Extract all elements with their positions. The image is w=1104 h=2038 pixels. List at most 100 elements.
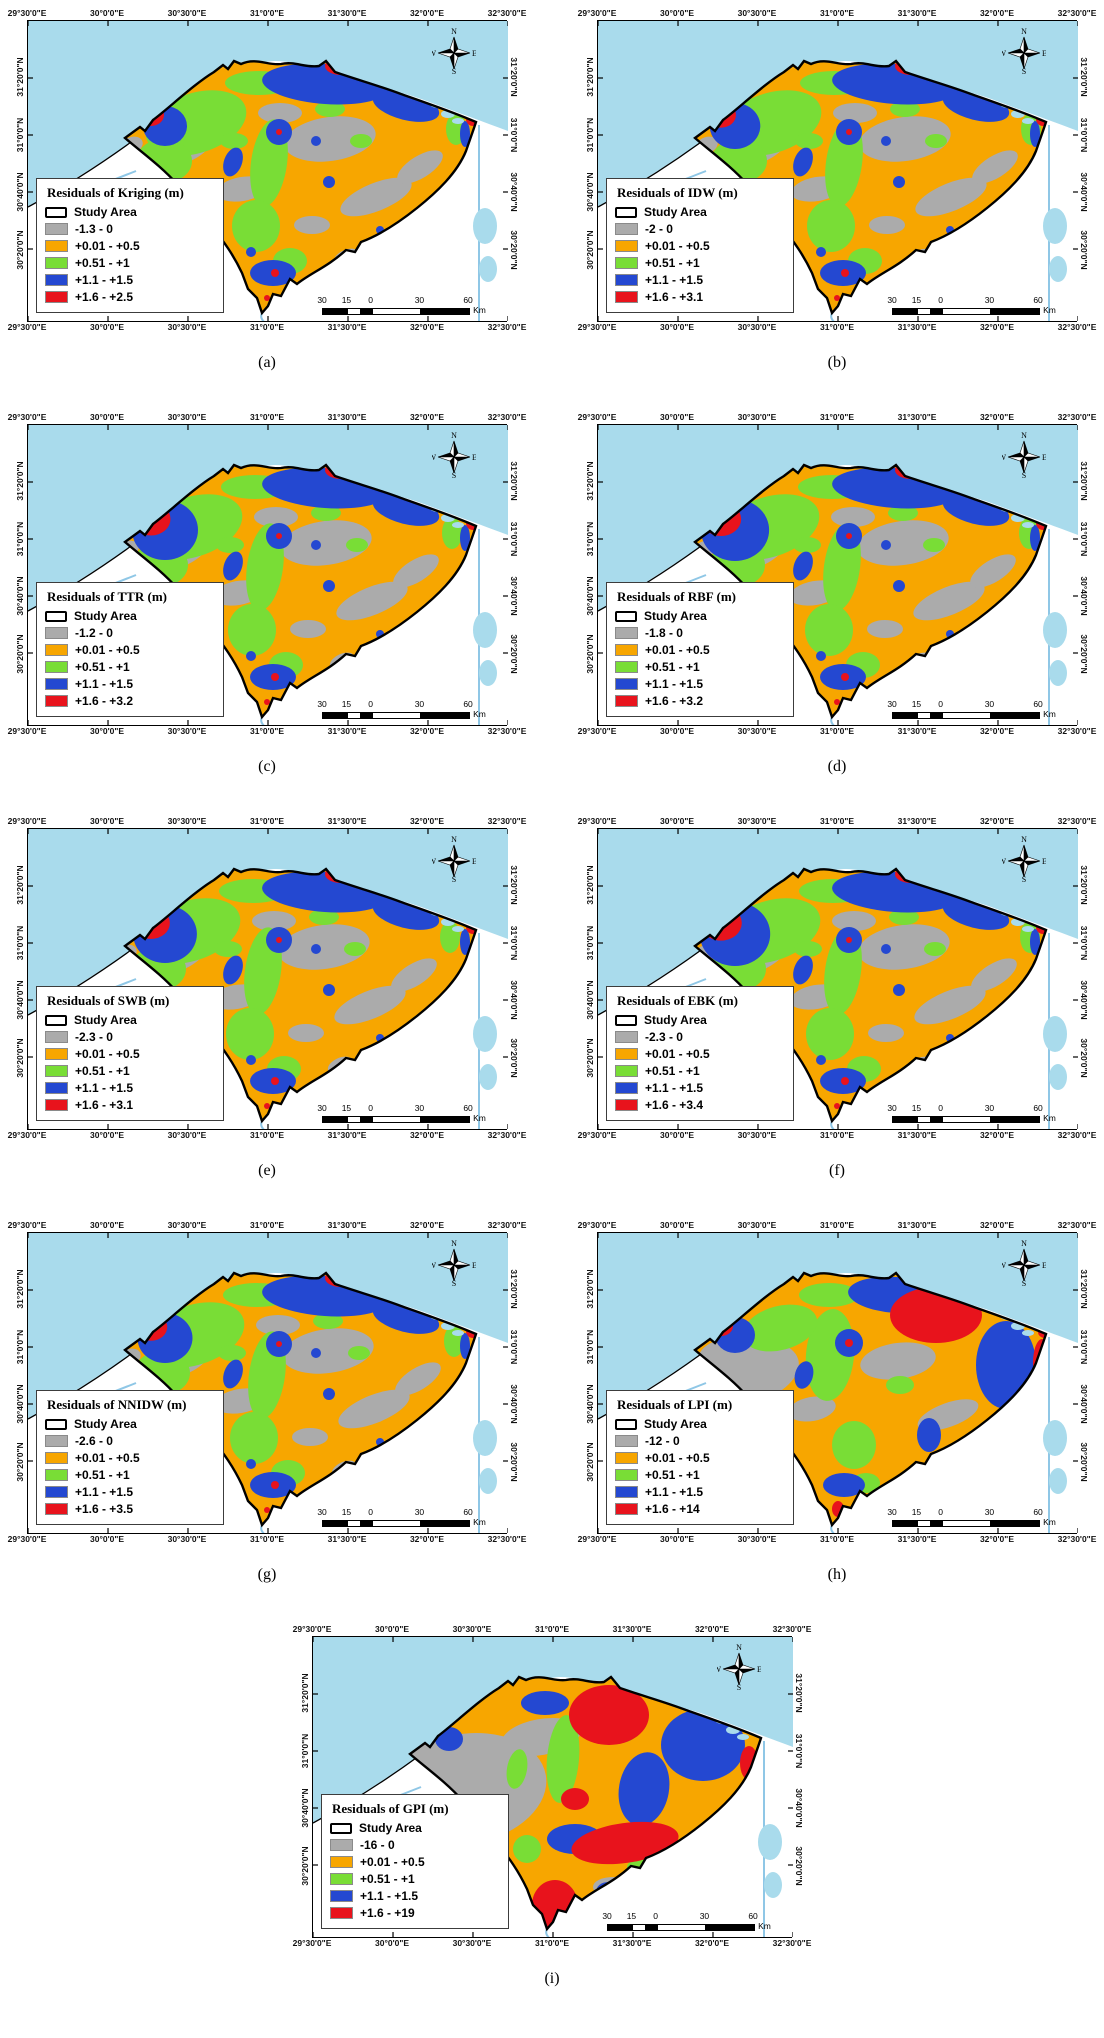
legend-item-label: +0.01 - +0.5 — [74, 1451, 140, 1465]
axis-tick-label: 31°0'0"E — [819, 322, 855, 332]
legend-item: +1.6 - +3.2 — [44, 694, 213, 708]
svg-text:W: W — [717, 1665, 721, 1674]
legend-item-label: +0.51 - +1 — [644, 1468, 700, 1482]
scale-bar-segment — [929, 1521, 942, 1526]
axis-tick-label: 31°0'0"N — [1078, 117, 1089, 153]
map-panel-h: 29°30'0"E 30°0'0"E 30°30'0"E 31°0'0"E 31°30'… — [578, 1220, 1097, 1588]
longitude-axis-top: 29°30'0"E 30°0'0"E 30°30'0"E 31°0'0"E 31°30'… — [578, 816, 1097, 828]
scale-bar-segment — [347, 1117, 360, 1122]
axis-tick-label: 30 — [414, 295, 425, 305]
legend-item: +0.51 - +1 — [44, 1468, 213, 1482]
legend-item-label: -2.6 - 0 — [74, 1434, 113, 1448]
map-frame: N E S W Residuals of SWB (m) Study Area … — [26, 828, 508, 1130]
axis-tick-label: 32°0'0"E — [694, 1938, 729, 1948]
axis-tick-label: 31°30'0"E — [612, 1624, 652, 1634]
legend-item-label: +0.01 - +0.5 — [644, 239, 710, 253]
axis-tick-label: 30°30'0"E — [167, 412, 207, 422]
axis-tick-label: 31°0'0"E — [534, 1624, 570, 1634]
legend-items: -12 - 0 +0.01 - +0.5 +0.51 - +1 +1.1 - +1.5… — [614, 1434, 783, 1516]
legend-item: -2 - 0 — [614, 222, 783, 236]
compass-rose-icon: N E S W — [429, 1239, 478, 1288]
axis-tick-label: 15 — [341, 1507, 352, 1517]
legend-items: -2 - 0 +0.01 - +0.5 +0.51 - +1 +1.1 - +1.5 +… — [614, 222, 783, 304]
legend-item: +1.1 - +1.5 — [614, 677, 783, 691]
axis-tick-label: 30°30'0"E — [737, 1534, 777, 1544]
axis-tick-label: 32°0'0"E — [979, 726, 1014, 736]
legend-item: +0.51 - +1 — [44, 660, 213, 674]
axis-tick-label: 31°0'0"E — [819, 412, 855, 422]
axis-tick-label: 32°0'0"E — [979, 816, 1014, 826]
svg-text:S: S — [1022, 875, 1026, 883]
map-panel-b: 29°30'0"E 30°0'0"E 30°30'0"E 31°0'0"E 31°30'… — [578, 8, 1097, 376]
map-frame: N E S W Residuals of RBF (m) Study Area … — [596, 424, 1078, 726]
axis-tick-label: 15 — [341, 699, 352, 709]
axis-tick-label: 30°30'0"E — [167, 322, 207, 332]
residual-map — [597, 425, 1078, 725]
green-class-swatch — [44, 257, 68, 269]
legend-item: +1.6 - +19 — [329, 1906, 498, 1920]
axis-tick-label: 31°20'0"N — [300, 1673, 311, 1713]
map-panel-i: 29°30'0"E 30°0'0"E 30°30'0"E 31°0'0"E 31°30'… — [293, 1624, 812, 1992]
axis-tick-label: 0 — [938, 699, 944, 709]
axis-tick-label: 30°20'0"N — [1078, 1441, 1089, 1482]
axis-tick-label: 32°0'0"E — [979, 1534, 1014, 1544]
longitude-axis-bottom: 29°30'0"E 30°0'0"E 30°30'0"E 31°0'0"E 31°30'… — [8, 726, 527, 738]
svg-text:N: N — [451, 431, 457, 440]
legend-items: -2.3 - 0 +0.01 - +0.5 +0.51 - +1 +1.1 - +1.… — [44, 1030, 213, 1112]
longitude-axis-top: 29°30'0"E 30°0'0"E 30°30'0"E 31°0'0"E 31°30'… — [8, 412, 527, 424]
legend-item: -2.3 - 0 — [44, 1030, 213, 1044]
axis-tick-label: 29°30'0"E — [292, 1624, 332, 1634]
latitude-axis-left: 31°20'0"N 31°0'0"N 30°40'0"N 30°20'0"N — [299, 1636, 312, 1938]
legend-items: -2.3 - 0 +0.01 - +0.5 +0.51 - +1 +1.1 - +1.… — [614, 1030, 783, 1112]
legend-title: Residuals of LPI (m) — [616, 1397, 733, 1412]
longitude-axis-bottom: 29°30'0"E 30°0'0"E 30°30'0"E 31°0'0"E 31°30'… — [293, 1938, 812, 1950]
axis-tick-label: 30°0'0"E — [660, 1220, 695, 1230]
longitude-axis-top: 29°30'0"E 30°0'0"E 30°30'0"E 31°0'0"E 31°30'… — [8, 8, 527, 20]
compass-rose-icon: N E S W — [714, 1643, 763, 1692]
longitude-axis-bottom: 29°30'0"E 30°0'0"E 30°30'0"E 31°0'0"E 31°30'… — [578, 726, 1097, 738]
axis-tick-label: 32°0'0"E — [409, 322, 444, 332]
legend-item-label: +0.51 - +1 — [644, 256, 700, 270]
compass-rose-icon: N E S W — [999, 431, 1048, 480]
axis-tick-label: 30 — [984, 699, 995, 709]
scale-bar-segment — [917, 309, 930, 314]
svg-text:W: W — [1002, 49, 1006, 58]
legend-item-label: +0.01 - +0.5 — [644, 1451, 710, 1465]
axis-tick-label: 32°30'0"E — [487, 412, 527, 422]
red-class-swatch — [329, 1907, 353, 1919]
blue-class-swatch — [614, 274, 638, 286]
legend-item-label: -1.2 - 0 — [74, 626, 113, 640]
legend-item-label: +0.51 - +1 — [644, 1064, 700, 1078]
legend-item: -1.2 - 0 — [44, 626, 213, 640]
study-area-swatch — [614, 610, 637, 622]
axis-tick-label: 60 — [1033, 1103, 1043, 1113]
axis-tick-label: 30 — [887, 295, 897, 305]
latitude-axis-left: 31°20'0"N 31°0'0"N 30°40'0"N 30°20'0"N — [584, 828, 597, 1130]
axis-tick-label: 15 — [341, 295, 352, 305]
scale-bar: 30 15 0 30 60 Km — [887, 1103, 1068, 1123]
axis-tick-label: 29°30'0"E — [7, 1220, 47, 1230]
axis-tick-label: 31°20'0"N — [15, 1269, 26, 1309]
axis-tick-label: 31°30'0"E — [897, 1220, 937, 1230]
map-legend: Residuals of SWB (m) Study Area -2.3 - 0… — [35, 986, 224, 1121]
legend-item: +0.51 - +1 — [614, 256, 783, 270]
latitude-axis-left: 31°20'0"N 31°0'0"N 30°40'0"N 30°20'0"N — [584, 20, 597, 322]
axis-tick-label: 31°20'0"N — [793, 1673, 804, 1713]
axis-tick-label: 31°0'0"E — [249, 726, 285, 736]
axis-tick-label: 30°20'0"N — [15, 1441, 26, 1482]
latitude-axis-right: 31°20'0"N 31°0'0"N 30°40'0"N 30°20'0"N — [507, 20, 520, 322]
axis-tick-label: 30°30'0"E — [737, 322, 777, 332]
scale-bar-labels: 30 15 0 30 60 — [887, 1103, 1042, 1113]
axis-tick-label: 30 — [317, 699, 327, 709]
axis-tick-label: 30°20'0"N — [508, 229, 519, 270]
axis-tick-label: 31°20'0"N — [508, 1269, 519, 1309]
axis-tick-label: 31°30'0"E — [327, 1130, 367, 1140]
axis-tick-label: 30 — [887, 1507, 897, 1517]
axis-tick-label: 31°0'0"N — [508, 117, 519, 153]
panel-caption: (i) — [544, 1970, 560, 1987]
legend-item: -1.8 - 0 — [614, 626, 783, 640]
scale-bar-labels: 30 15 0 30 60 — [887, 699, 1042, 709]
axis-tick-label: 32°30'0"E — [1057, 1220, 1097, 1230]
legend-item-label: +1.6 - +3.1 — [74, 1098, 133, 1112]
axis-tick-label: 29°30'0"E — [7, 816, 47, 826]
